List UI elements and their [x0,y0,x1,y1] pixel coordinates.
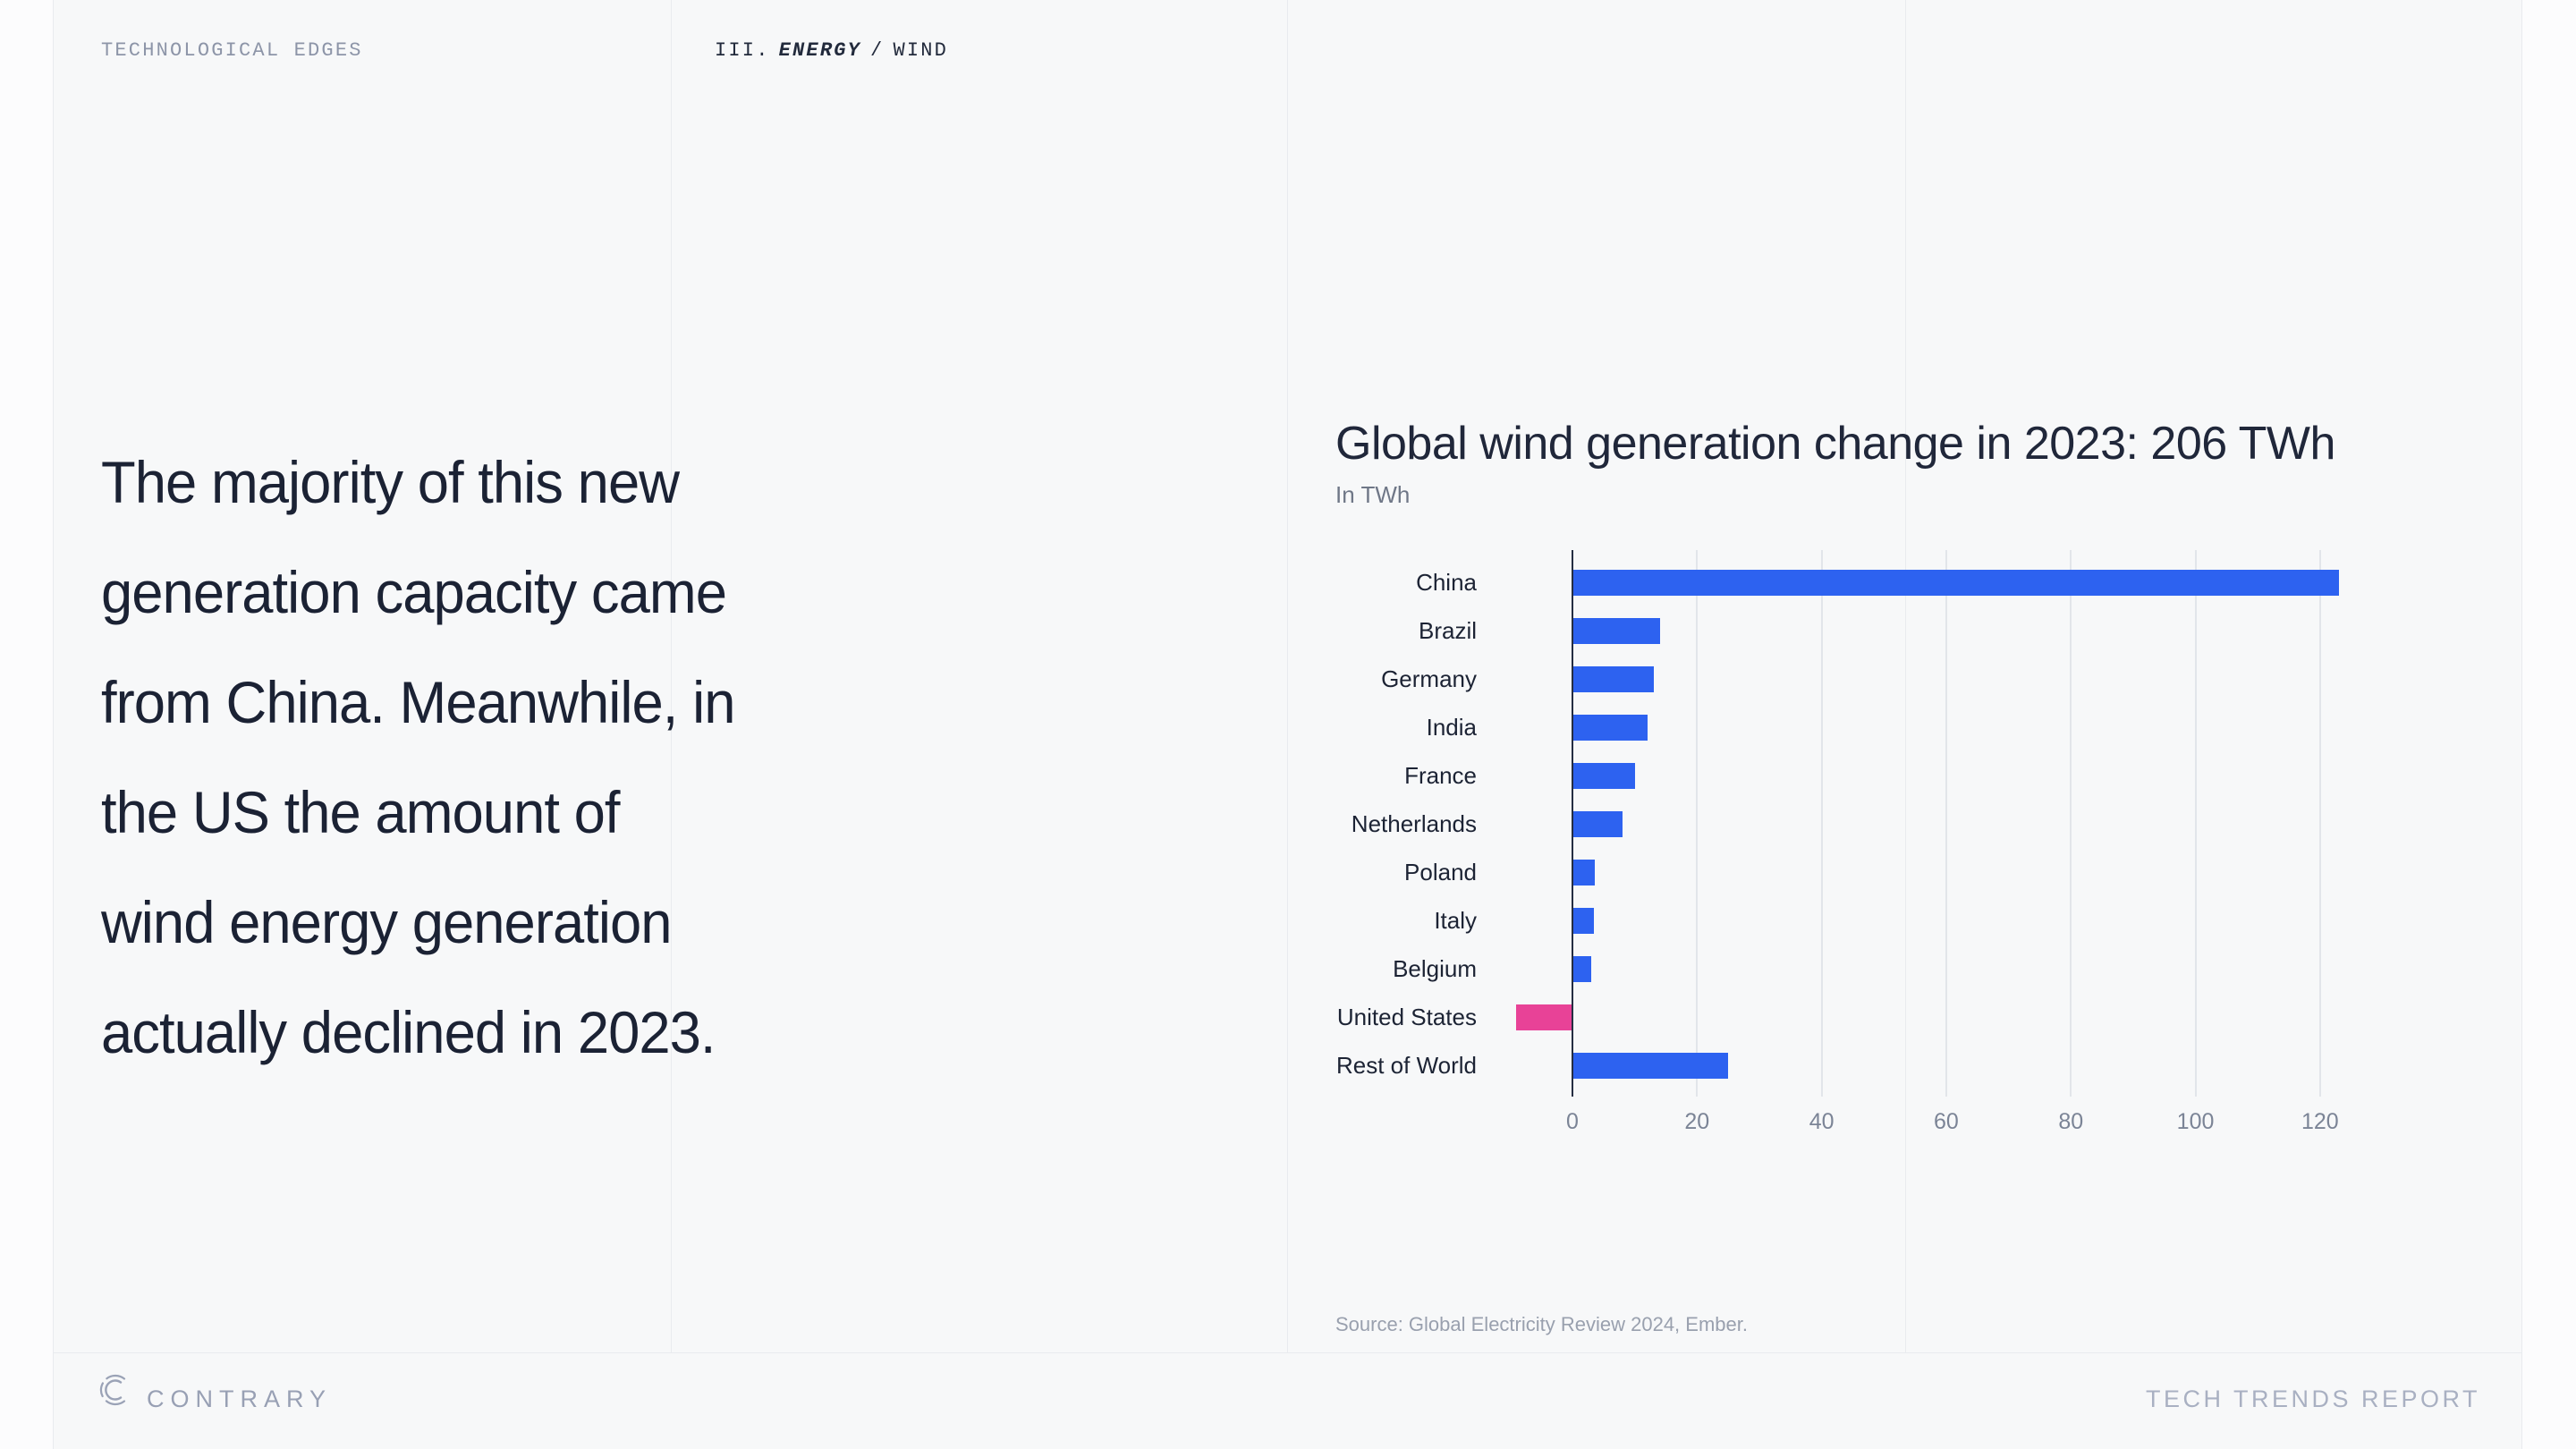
bar-brazil [1572,618,1660,644]
category-label-italy: Italy [1434,907,1477,934]
category-label-china: China [1416,569,1477,596]
pull-quote: The majority of this new generation capa… [101,428,735,1088]
column-divider [1905,0,1906,1352]
x-tick-120: 120 [2301,1109,2339,1134]
breadcrumb: III. ENERGY / WIND [715,39,948,62]
brand-wordmark: CONTRARY [147,1385,333,1412]
bar-poland [1572,860,1596,886]
bar-india [1572,715,1648,741]
category-label-germany: Germany [1381,665,1477,692]
section-kicker: TECHNOLOGICAL EDGES [101,39,363,62]
bar-netherlands [1572,811,1623,837]
quote-line: the US the amount of [101,779,621,845]
chart-plot-area [1516,550,2522,1097]
contrary-logo-icon [99,1374,126,1406]
category-label-united-states: United States [1336,1004,1477,1030]
bar-germany [1572,666,1654,692]
category-label-belgium: Belgium [1393,955,1477,982]
quote-line: The majority of this new [101,449,680,515]
bar-belgium [1572,956,1591,982]
gridline-80 [2070,550,2072,1097]
category-label-netherlands: Netherlands [1351,810,1477,837]
x-tick-40: 40 [1809,1109,1835,1134]
x-tick-80: 80 [2058,1109,2084,1134]
gridline-40 [1820,550,1823,1097]
breadcrumb-number: III. [715,39,770,62]
breadcrumb-page: WIND [893,39,949,62]
x-tick-60: 60 [1934,1109,1959,1134]
gridline-100 [2194,550,2197,1097]
bar-france [1572,763,1635,789]
x-tick-20: 20 [1684,1109,1710,1134]
quote-line: from China. Meanwhile, in [101,669,735,735]
slide-panel: TECHNOLOGICAL EDGES III. ENERGY / WIND The … [53,0,2522,1449]
bar-china [1572,570,2339,596]
quote-line: generation capacity came [101,559,727,625]
x-tick-100: 100 [2176,1109,2215,1134]
column-divider [1287,0,1288,1352]
bar-italy [1572,908,1594,934]
footer-divider [54,1352,2521,1353]
breadcrumb-separator: / [870,39,885,62]
chart-source: Source: Global Electricity Review 2024, … [1335,1313,1748,1335]
category-label-brazil: Brazil [1418,617,1477,644]
gridline-120 [2318,550,2321,1097]
quote-line: actually declined in 2023. [101,999,716,1065]
chart-subtitle: In TWh [1335,481,1411,508]
x-tick-0: 0 [1566,1109,1579,1134]
quote-line: wind energy generation [101,889,673,955]
gridline-60 [1945,550,1947,1097]
zero-axis-line [1572,550,1573,1097]
report-title: TECH TRENDS REPORT [2145,1385,2480,1412]
category-label-poland: Poland [1404,859,1477,886]
chart-title: Global wind generation change in 2023: 2… [1335,418,2335,470]
bar-rest-of-world [1572,1053,1729,1079]
gridline-20 [1696,550,1699,1097]
category-label-india: India [1426,714,1477,741]
category-label-france: France [1404,762,1477,789]
column-divider [671,0,672,1352]
bar-united-states [1516,1004,1572,1030]
category-label-rest-of-world: Rest of World [1335,1052,1477,1079]
breadcrumb-section: ENERGY [778,39,862,62]
